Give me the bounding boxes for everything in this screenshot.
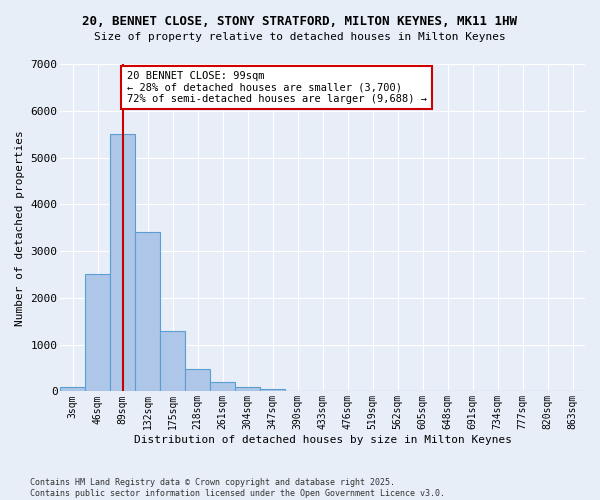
- Bar: [235, 387, 260, 392]
- Y-axis label: Number of detached properties: Number of detached properties: [15, 130, 25, 326]
- Bar: [160, 330, 185, 392]
- X-axis label: Distribution of detached houses by size in Milton Keynes: Distribution of detached houses by size …: [134, 435, 512, 445]
- Text: Size of property relative to detached houses in Milton Keynes: Size of property relative to detached ho…: [94, 32, 506, 42]
- Bar: [210, 382, 235, 392]
- Bar: [61, 386, 85, 392]
- Bar: [110, 134, 135, 392]
- Bar: [85, 274, 110, 392]
- Bar: [185, 370, 210, 392]
- Text: 20, BENNET CLOSE, STONY STRATFORD, MILTON KEYNES, MK11 1HW: 20, BENNET CLOSE, STONY STRATFORD, MILTO…: [83, 15, 517, 28]
- Bar: [135, 232, 160, 392]
- Text: 20 BENNET CLOSE: 99sqm
← 28% of detached houses are smaller (3,700)
72% of semi-: 20 BENNET CLOSE: 99sqm ← 28% of detached…: [127, 71, 427, 104]
- Text: Contains HM Land Registry data © Crown copyright and database right 2025.
Contai: Contains HM Land Registry data © Crown c…: [30, 478, 445, 498]
- Bar: [260, 389, 285, 392]
